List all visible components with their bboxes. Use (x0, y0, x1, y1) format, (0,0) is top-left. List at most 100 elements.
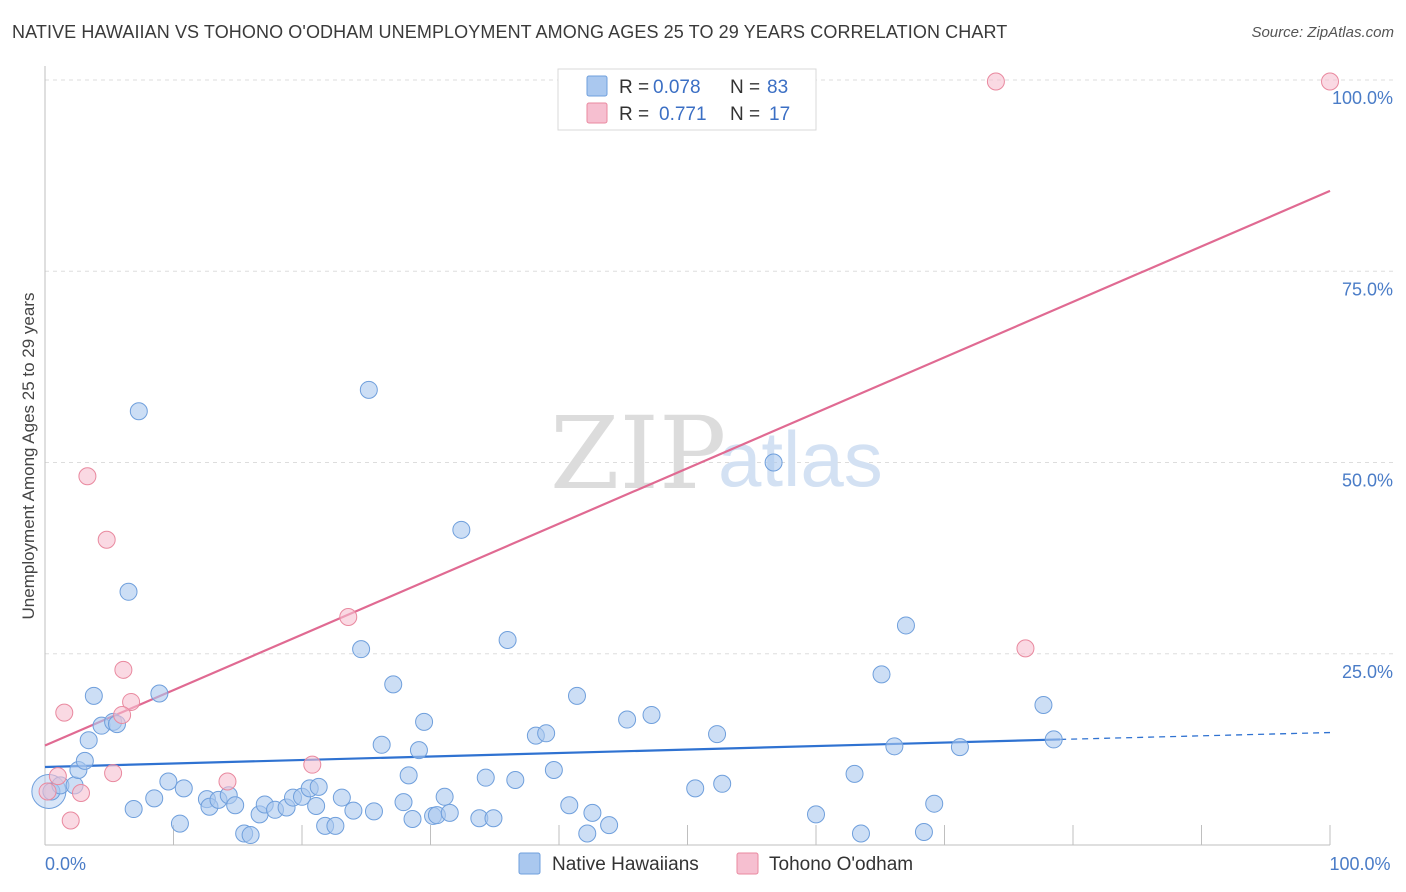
point-native-hawaiians-38 (352, 640, 371, 659)
point-native-hawaiians-76 (885, 737, 904, 756)
point-tohono-oodham-8 (114, 660, 133, 679)
point-native-hawaiians-64 (583, 803, 602, 822)
point-native-hawaiians-70 (713, 774, 732, 793)
point-tohono-oodham-9 (122, 692, 141, 711)
point-tohono-oodham-3 (61, 811, 80, 830)
point-tohono-oodham-14 (1016, 639, 1035, 658)
point-native-hawaiians-45 (403, 809, 422, 828)
bottom-legend-swatch-tohono-oodham (736, 852, 759, 875)
legend-r-value-0: 0.078 (653, 77, 701, 98)
point-native-hawaiians-50 (435, 787, 454, 806)
point-tohono-oodham-12 (339, 608, 358, 627)
point-native-hawaiians-40 (364, 802, 383, 821)
x-tick-label-0: 0.0% (45, 854, 86, 874)
y-tick-label-25: 25.0% (1342, 662, 1393, 682)
point-native-hawaiians-57 (506, 770, 525, 789)
watermark-atlas: atlas (718, 415, 883, 503)
point-tohono-oodham-7 (104, 764, 123, 783)
point-native-hawaiians-44 (399, 766, 418, 785)
point-tohono-oodham-4 (71, 783, 90, 802)
point-native-hawaiians-80 (950, 738, 969, 757)
point-native-hawaiians-4 (75, 751, 94, 770)
legend-r-label-0: R = (619, 77, 649, 98)
point-native-hawaiians-6 (84, 686, 103, 705)
point-native-hawaiians-5 (79, 731, 98, 750)
watermark: ZIP atlas (550, 395, 883, 512)
source-label: Source: ZipAtlas.com (1251, 24, 1394, 41)
point-native-hawaiians-68 (686, 779, 705, 798)
point-native-hawaiians-16 (170, 814, 189, 833)
point-tohono-oodham-10 (218, 772, 237, 791)
point-native-hawaiians-15 (159, 772, 178, 791)
point-native-hawaiians-78 (914, 822, 933, 841)
point-native-hawaiians-10 (119, 582, 138, 601)
point-native-hawaiians-65 (600, 816, 619, 835)
point-native-hawaiians-36 (332, 788, 351, 807)
point-native-hawaiians-42 (384, 675, 403, 694)
bottom-legend-label-tohono-oodham: Tohono O'odham (769, 854, 913, 875)
point-tohono-oodham-6 (97, 530, 116, 549)
trend-line-tohono-oodham (44, 189, 1331, 747)
legend-swatch-native-hawaiians (586, 75, 608, 97)
point-native-hawaiians-69 (708, 725, 727, 744)
point-native-hawaiians-24 (241, 826, 260, 845)
point-native-hawaiians-73 (845, 764, 864, 783)
bottom-legend-label-native-hawaiians: Native Hawaiians (552, 854, 699, 875)
point-tohono-oodham-16 (1321, 72, 1339, 91)
point-tohono-oodham-11 (303, 755, 322, 774)
x-tick-labels: 0.0% 100.0% (45, 854, 1391, 874)
legend: R = 0.078 N = 83 R = 0.771 N = 17 (557, 68, 817, 131)
legend-n-value-0: 83 (767, 77, 788, 98)
point-native-hawaiians-17 (174, 779, 193, 798)
point-native-hawaiians-61 (560, 796, 579, 815)
point-native-hawaiians-33 (307, 796, 326, 815)
x-ticks (173, 825, 1331, 845)
point-native-hawaiians-55 (484, 809, 503, 828)
point-native-hawaiians-74 (851, 824, 870, 843)
y-tick-label-75: 75.0% (1342, 279, 1393, 299)
point-native-hawaiians-39 (359, 380, 378, 399)
point-native-hawaiians-35 (326, 816, 345, 835)
point-native-hawaiians-81 (1034, 696, 1053, 715)
point-tohono-oodham-5 (78, 467, 97, 486)
point-native-hawaiians-75 (872, 665, 891, 684)
y-tick-label-50: 50.0% (1342, 471, 1393, 491)
point-tohono-oodham-13 (113, 705, 132, 724)
legend-n-label-1: N = (730, 104, 760, 125)
watermark-zip: ZIP (550, 395, 726, 512)
point-native-hawaiians-32 (309, 777, 328, 796)
y-tick-labels: 25.0% 50.0% 75.0% 100.0% (1332, 88, 1393, 682)
point-native-hawaiians-52 (452, 520, 471, 539)
chart-title: NATIVE HAWAIIAN VS TOHONO O'ODHAM UNEMPL… (12, 22, 1008, 42)
point-native-hawaiians-43 (394, 793, 413, 812)
trend-line-native-hawaiians-extension (1060, 731, 1331, 741)
point-native-hawaiians-56 (498, 630, 517, 649)
point-native-hawaiians-11 (129, 402, 148, 421)
point-native-hawaiians-79 (925, 794, 944, 813)
point-native-hawaiians-60 (544, 761, 563, 780)
x-tick-label-100: 100.0% (1329, 854, 1390, 874)
data-points (31, 72, 1339, 845)
point-native-hawaiians-63 (578, 824, 597, 843)
legend-n-label-0: N = (730, 77, 760, 98)
point-native-hawaiians-41 (372, 735, 391, 754)
legend-r-label-1: R = (619, 104, 649, 125)
point-native-hawaiians-47 (415, 712, 434, 731)
point-native-hawaiians-82 (1044, 730, 1063, 749)
y-axis-title: Unemployment Among Ages 25 to 29 years (19, 293, 38, 620)
bottom-legend: Native Hawaiians Tohono O'odham (518, 852, 913, 875)
point-native-hawaiians-72 (807, 805, 825, 824)
point-native-hawaiians-22 (226, 796, 245, 815)
point-native-hawaiians-46 (409, 741, 428, 760)
point-tohono-oodham-15 (986, 72, 1005, 91)
grid-lines (45, 79, 1395, 655)
point-native-hawaiians-67 (642, 705, 661, 724)
point-tohono-oodham-1 (48, 767, 67, 786)
point-native-hawaiians-51 (440, 803, 459, 822)
legend-swatch-tohono-oodham (586, 102, 608, 124)
legend-r-value-1: 0.771 (659, 104, 707, 125)
point-tohono-oodham-0 (38, 782, 57, 801)
point-tohono-oodham-2 (55, 703, 74, 722)
point-native-hawaiians-14 (150, 684, 169, 703)
